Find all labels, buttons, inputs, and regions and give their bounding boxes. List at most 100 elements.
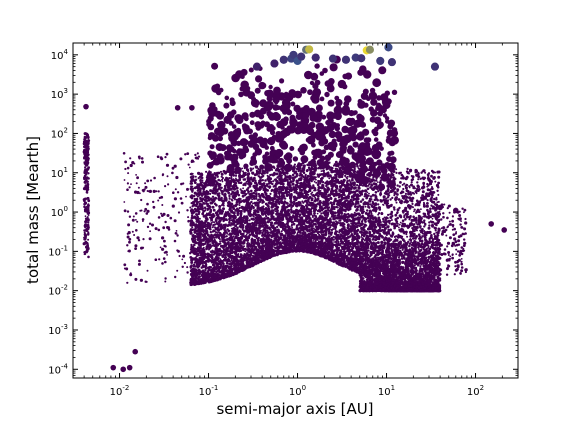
data-points (82, 43, 508, 373)
data-point (435, 198, 438, 201)
data-point (327, 225, 329, 227)
data-point (428, 230, 432, 234)
data-point (410, 178, 414, 182)
data-point (193, 265, 197, 268)
data-point (120, 366, 127, 373)
data-point (359, 194, 362, 197)
data-point (83, 103, 89, 110)
data-point (408, 218, 411, 221)
data-point (253, 243, 256, 246)
data-point (204, 209, 207, 212)
data-point (426, 199, 429, 202)
data-point (333, 206, 336, 209)
data-point (401, 219, 405, 222)
data-point (408, 215, 412, 219)
data-point (289, 180, 293, 184)
data-point (224, 171, 227, 175)
data-point (356, 201, 360, 205)
data-point (217, 171, 221, 175)
data-point (211, 195, 215, 198)
data-point (381, 235, 384, 239)
data-point (251, 198, 254, 201)
data-point (382, 220, 385, 223)
data-point (419, 265, 422, 268)
data-point (319, 189, 322, 192)
data-point (298, 231, 301, 234)
data-point (368, 232, 371, 235)
data-point (222, 238, 226, 241)
data-point (436, 170, 440, 174)
data-point (232, 211, 236, 215)
data-point (410, 181, 413, 184)
data-point (336, 206, 339, 209)
data-point (326, 174, 330, 178)
data-point (404, 230, 408, 234)
data-point (356, 266, 360, 269)
data-point (408, 238, 411, 241)
data-point (201, 212, 205, 216)
data-point (420, 208, 422, 211)
data-point (110, 364, 117, 371)
data-point (211, 226, 214, 229)
data-point (389, 228, 392, 232)
data-point (219, 242, 222, 245)
data-point (312, 240, 315, 242)
data-point (392, 206, 396, 209)
data-point (360, 211, 364, 215)
data-point (126, 364, 133, 371)
data-point (231, 251, 234, 255)
data-point (417, 200, 421, 204)
data-point (338, 231, 341, 234)
data-point (235, 198, 238, 201)
data-point (429, 215, 433, 219)
data-point (382, 195, 386, 199)
data-point (309, 212, 313, 216)
data-point (437, 218, 441, 222)
data-point (238, 202, 241, 205)
data-point (417, 178, 420, 181)
data-point (389, 198, 392, 201)
data-point (220, 172, 224, 176)
data-point (394, 213, 398, 217)
data-point (261, 179, 264, 182)
data-point (280, 230, 283, 233)
data-point (243, 178, 247, 181)
data-point (391, 196, 394, 199)
data-point (202, 246, 205, 249)
data-point (250, 217, 254, 221)
data-point (274, 210, 277, 213)
data-point (436, 201, 439, 204)
data-point (364, 211, 368, 215)
data-point (278, 188, 281, 191)
data-point (239, 175, 242, 178)
data-point (428, 224, 431, 227)
data-point (192, 189, 194, 192)
data-point (430, 204, 433, 207)
data-point (194, 175, 197, 178)
data-point (436, 221, 440, 225)
data-point (190, 243, 193, 247)
data-point (293, 163, 296, 166)
data-point (435, 196, 438, 199)
data-point (413, 208, 416, 211)
data-point (413, 192, 416, 195)
data-point (296, 232, 299, 235)
data-point (424, 194, 428, 198)
data-point (236, 213, 239, 217)
data-point (371, 238, 375, 241)
data-point (291, 226, 294, 229)
data-point (396, 184, 399, 187)
data-point (242, 170, 244, 173)
data-point (203, 206, 207, 209)
data-point (368, 192, 370, 195)
data-point (398, 206, 401, 210)
data-point (219, 170, 223, 173)
data-point (501, 227, 508, 233)
data-point (388, 191, 391, 194)
data-point (226, 204, 230, 207)
data-point (378, 212, 381, 215)
data-point (228, 195, 231, 198)
data-point (189, 269, 193, 273)
data-point (215, 231, 218, 234)
data-point (202, 214, 206, 218)
